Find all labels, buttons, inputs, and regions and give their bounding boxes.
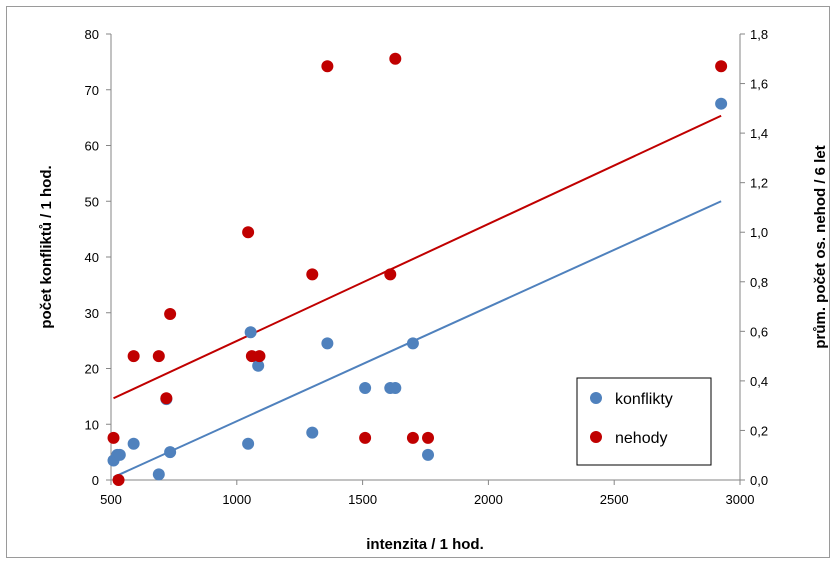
- point-konflikty: [252, 359, 265, 372]
- point-nehody: [359, 431, 372, 444]
- point-nehody: [384, 268, 397, 281]
- right-y-tick-label: 0,4: [750, 374, 768, 389]
- point-nehody: [406, 431, 419, 444]
- right-y-tick-label: 0,6: [750, 324, 768, 339]
- point-konflikty: [152, 468, 165, 481]
- legend-marker-nehody: [590, 431, 602, 443]
- axis-ticks: 500 1000 1500 2000 2500 3000 0 10 20 30 40 50 60 70 80…: [85, 27, 769, 507]
- right-y-axis-title: prům. počet os. nehod / 6 let: [812, 145, 829, 348]
- right-y-tick-label: 0,0: [750, 473, 768, 488]
- scatter-chart: 500 1000 1500 2000 2500 3000 0 10 20 30 40 50 60 70 80…: [38, 27, 829, 553]
- left-y-tick-label: 70: [85, 83, 99, 98]
- point-konflikty: [321, 337, 334, 350]
- trend-lines: [113, 114, 722, 479]
- left-y-tick-label: 30: [85, 306, 99, 321]
- x-axis-title: intenzita / 1 hod.: [366, 536, 484, 553]
- x-tick-label: 1000: [222, 492, 251, 507]
- right-y-tick-label: 0,8: [750, 275, 768, 290]
- point-nehody: [152, 350, 165, 363]
- left-y-tick-label: 50: [85, 194, 99, 209]
- left-y-tick-label: 80: [85, 27, 99, 42]
- right-y-tick-label: 1,2: [750, 176, 768, 191]
- point-nehody: [107, 431, 120, 444]
- point-nehody: [306, 268, 319, 281]
- data-points: [107, 52, 728, 486]
- point-konflikty: [244, 326, 257, 339]
- chart-frame: 500 1000 1500 2000 2500 3000 0 10 20 30 40 50 60 70 80…: [6, 6, 830, 558]
- point-nehody: [160, 392, 173, 405]
- left-y-axis-title: počet konfliktů / 1 hod.: [38, 165, 55, 328]
- point-konflikty: [113, 448, 126, 461]
- point-konflikty: [422, 448, 435, 461]
- point-nehody: [112, 474, 125, 486]
- left-y-tick-label: 60: [85, 139, 99, 154]
- point-konflikty: [359, 382, 372, 395]
- legend-box: [576, 377, 712, 466]
- legend-label-konflikty: konflikty: [615, 391, 673, 408]
- trendline-konflikty: [113, 200, 722, 479]
- point-nehody: [253, 350, 266, 363]
- point-nehody: [242, 226, 255, 239]
- x-tick-label: 2500: [600, 492, 629, 507]
- point-konflikty: [164, 446, 177, 459]
- legend: konflikty nehody: [576, 377, 712, 466]
- left-y-tick-label: 10: [85, 417, 99, 432]
- point-nehody: [164, 307, 177, 320]
- point-nehody: [321, 60, 334, 73]
- left-y-tick-label: 40: [85, 250, 99, 265]
- left-y-tick-label: 20: [85, 362, 99, 377]
- x-tick-label: 2000: [474, 492, 503, 507]
- legend-label-nehody: nehody: [615, 430, 668, 447]
- point-konflikty: [242, 437, 255, 450]
- right-y-tick-label: 1,6: [750, 77, 768, 92]
- right-y-tick-label: 1,4: [750, 126, 768, 141]
- point-konflikty: [389, 382, 402, 395]
- point-konflikty: [306, 426, 319, 439]
- point-konflikty: [406, 337, 419, 350]
- point-konflikty: [127, 437, 140, 450]
- point-nehody: [127, 350, 140, 363]
- legend-marker-konflikty: [590, 392, 602, 404]
- point-nehody: [715, 60, 728, 73]
- point-konflikty: [715, 97, 728, 110]
- trendline-nehody: [113, 114, 722, 400]
- point-nehody: [422, 431, 435, 444]
- point-nehody: [389, 52, 402, 65]
- right-y-tick-label: 1,0: [750, 225, 768, 240]
- x-tick-label: 3000: [726, 492, 755, 507]
- left-y-tick-label: 0: [92, 473, 99, 488]
- x-tick-label: 500: [100, 492, 122, 507]
- right-y-tick-label: 0,2: [750, 423, 768, 438]
- right-y-tick-label: 1,8: [750, 27, 768, 42]
- x-tick-label: 1500: [348, 492, 377, 507]
